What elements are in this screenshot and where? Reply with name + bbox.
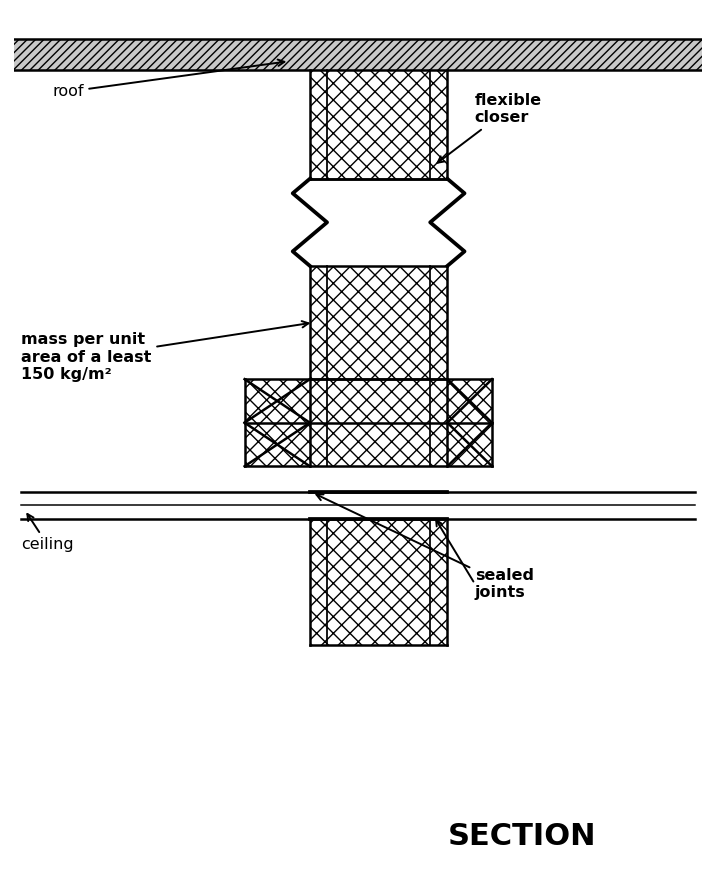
Text: flexible
closer: flexible closer (437, 92, 542, 163)
Text: mass per unit
area of a least
150 kg/m²: mass per unit area of a least 150 kg/m² (21, 321, 309, 382)
Bar (245, 379, 492, 422)
Text: sealed
joints: sealed joints (316, 494, 534, 600)
Text: roof: roof (52, 60, 284, 100)
Bar (310, 518, 448, 645)
Text: ceiling: ceiling (21, 514, 74, 552)
Bar (245, 422, 492, 466)
Text: SECTION: SECTION (448, 822, 596, 851)
Bar (14, 39, 702, 70)
Bar (310, 266, 448, 379)
Bar (310, 70, 448, 179)
